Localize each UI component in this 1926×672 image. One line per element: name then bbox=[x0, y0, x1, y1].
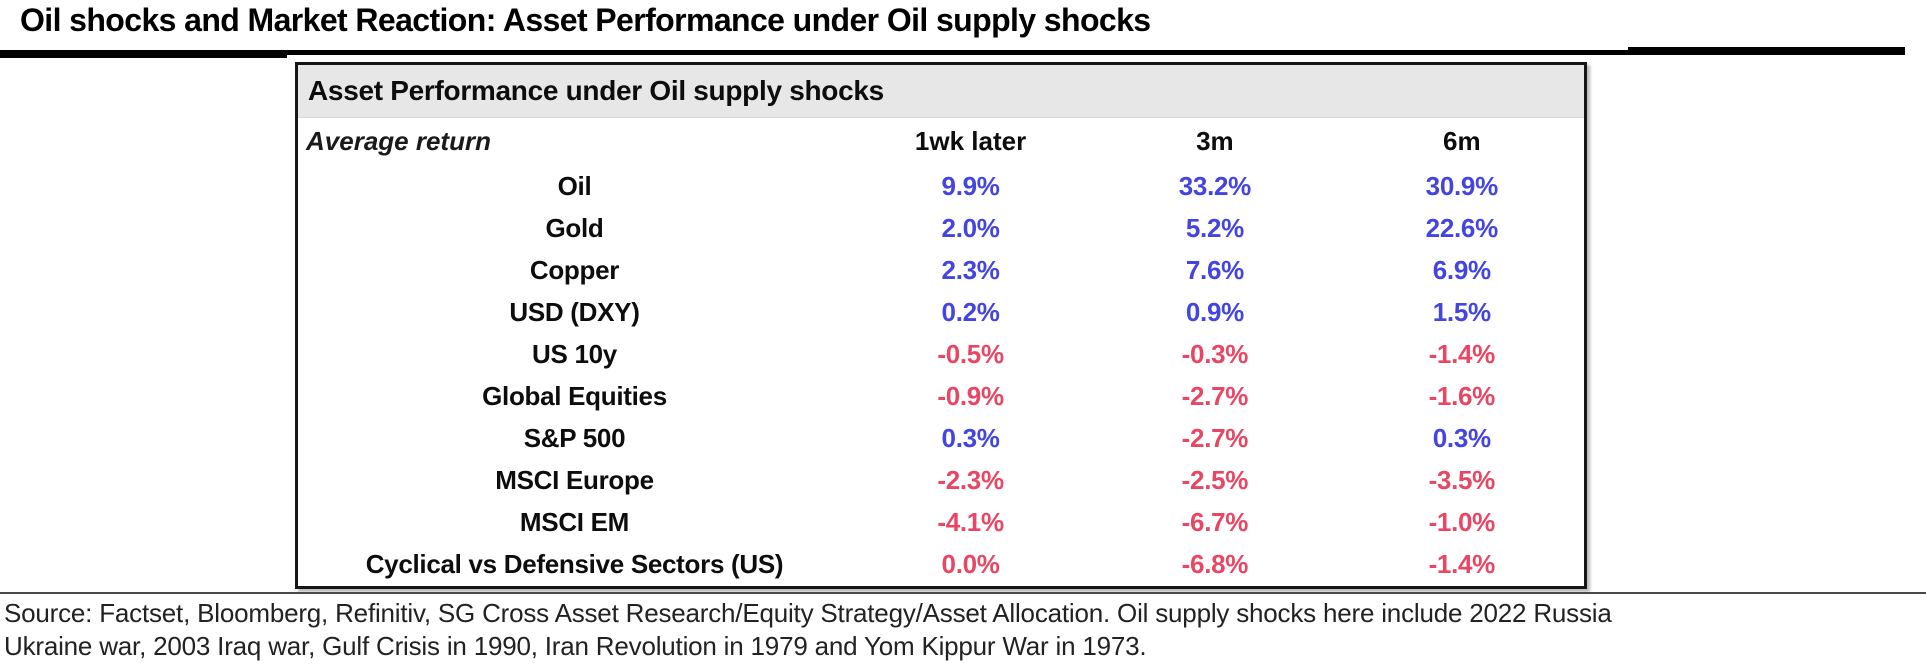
table-title: Asset Performance under Oil supply shock… bbox=[298, 65, 1584, 118]
value-cell: 0.0% bbox=[941, 549, 1000, 580]
value-cell: -2.7% bbox=[1181, 423, 1249, 454]
asset-name-cell: MSCI EM bbox=[519, 507, 630, 538]
table-row: MSCI Europe -2.3% -2.5% -3.5% bbox=[298, 460, 1584, 502]
source-note-line2: Ukraine war, 2003 Iraq war, Gulf Crisis … bbox=[4, 631, 1147, 661]
value-cell: 2.0% bbox=[941, 212, 1000, 243]
title-underline-left bbox=[0, 50, 287, 58]
asset-name-cell: Gold bbox=[545, 212, 604, 243]
value-cell: -6.7% bbox=[1181, 507, 1249, 538]
source-note-line1: Source: Factset, Bloomberg, Refinitiv, S… bbox=[4, 598, 1612, 628]
value-cell: 0.3% bbox=[941, 423, 1000, 454]
value-cell: -1.6% bbox=[1428, 381, 1496, 412]
asset-name-cell: Global Equities bbox=[482, 381, 667, 412]
table-row: Copper 2.3% 7.6% 6.9% bbox=[298, 249, 1584, 291]
value-cell: -0.5% bbox=[937, 338, 1004, 369]
source-note: Source: Factset, Bloomberg, Refinitiv, S… bbox=[4, 597, 1924, 663]
table-row: USD (DXY) 0.2% 0.9% 1.5% bbox=[298, 291, 1584, 333]
table-row: US 10y -0.5% -0.3% -1.4% bbox=[298, 333, 1584, 375]
page-title: Oil shocks and Market Reaction: Asset Pe… bbox=[20, 2, 1151, 38]
value-cell: -0.9% bbox=[937, 381, 1004, 412]
asset-name-cell: Cyclical vs Defensive Sectors (US) bbox=[365, 549, 784, 580]
value-cell: 0.9% bbox=[1185, 296, 1244, 327]
asset-name-cell: USD (DXY) bbox=[509, 296, 640, 327]
value-cell: -2.5% bbox=[1181, 465, 1249, 496]
col-header-6m: 6m bbox=[1443, 126, 1481, 156]
value-cell: -2.7% bbox=[1181, 381, 1249, 412]
table-row: Global Equities -0.9% -2.7% -1.6% bbox=[298, 375, 1584, 417]
asset-name-cell: MSCI Europe bbox=[495, 465, 654, 496]
title-underline-right bbox=[1628, 47, 1905, 55]
value-cell: 0.3% bbox=[1432, 423, 1491, 454]
value-cell: -1.4% bbox=[1428, 549, 1496, 580]
value-cell: -4.1% bbox=[937, 507, 1004, 538]
table-row: Oil 9.9% 33.2% 30.9% bbox=[298, 165, 1584, 207]
value-cell: 30.9% bbox=[1425, 170, 1499, 201]
value-cell: -1.4% bbox=[1428, 338, 1496, 369]
table-row: Gold 2.0% 5.2% 22.6% bbox=[298, 207, 1584, 249]
title-underline bbox=[0, 50, 1905, 55]
footer-rule bbox=[0, 592, 1926, 594]
value-cell: 2.3% bbox=[941, 254, 1000, 285]
value-cell: 7.6% bbox=[1185, 254, 1244, 285]
value-cell: -1.0% bbox=[1428, 507, 1496, 538]
asset-performance-table: Asset Performance under Oil supply shock… bbox=[295, 62, 1587, 589]
value-cell: 9.9% bbox=[941, 170, 1000, 201]
asset-name-cell: US 10y bbox=[532, 338, 617, 369]
value-cell: -2.3% bbox=[937, 465, 1004, 496]
value-cell: 22.6% bbox=[1425, 212, 1499, 243]
col-header-3m: 3m bbox=[1196, 126, 1234, 156]
value-cell: -3.5% bbox=[1428, 465, 1496, 496]
table-body: Oil 9.9% 33.2% 30.9% Gold 2.0% 5.2% 22.6% Copper… bbox=[298, 165, 1584, 586]
col-header-1wk-later: 1wk later bbox=[914, 126, 1027, 156]
table-row: S&P 500 0.3% -2.7% 0.3% bbox=[298, 418, 1584, 460]
table-row: Cyclical vs Defensive Sectors (US) 0.0% -6… bbox=[298, 544, 1584, 586]
value-cell: -0.3% bbox=[1181, 338, 1249, 369]
value-cell: 5.2% bbox=[1185, 212, 1244, 243]
column-header-row: Average return 1wk later 3m 6m bbox=[298, 118, 1584, 165]
table-row: MSCI EM -4.1% -6.7% -1.0% bbox=[298, 502, 1584, 544]
asset-name-cell: Oil bbox=[557, 170, 592, 201]
col-header-average-return: Average return bbox=[306, 126, 491, 156]
value-cell: 1.5% bbox=[1432, 296, 1491, 327]
value-cell: 0.2% bbox=[941, 296, 1000, 327]
value-cell: -6.8% bbox=[1181, 549, 1249, 580]
value-cell: 6.9% bbox=[1432, 254, 1491, 285]
asset-name-cell: Copper bbox=[529, 254, 620, 285]
value-cell: 33.2% bbox=[1178, 170, 1252, 201]
asset-name-cell: S&P 500 bbox=[523, 423, 626, 454]
